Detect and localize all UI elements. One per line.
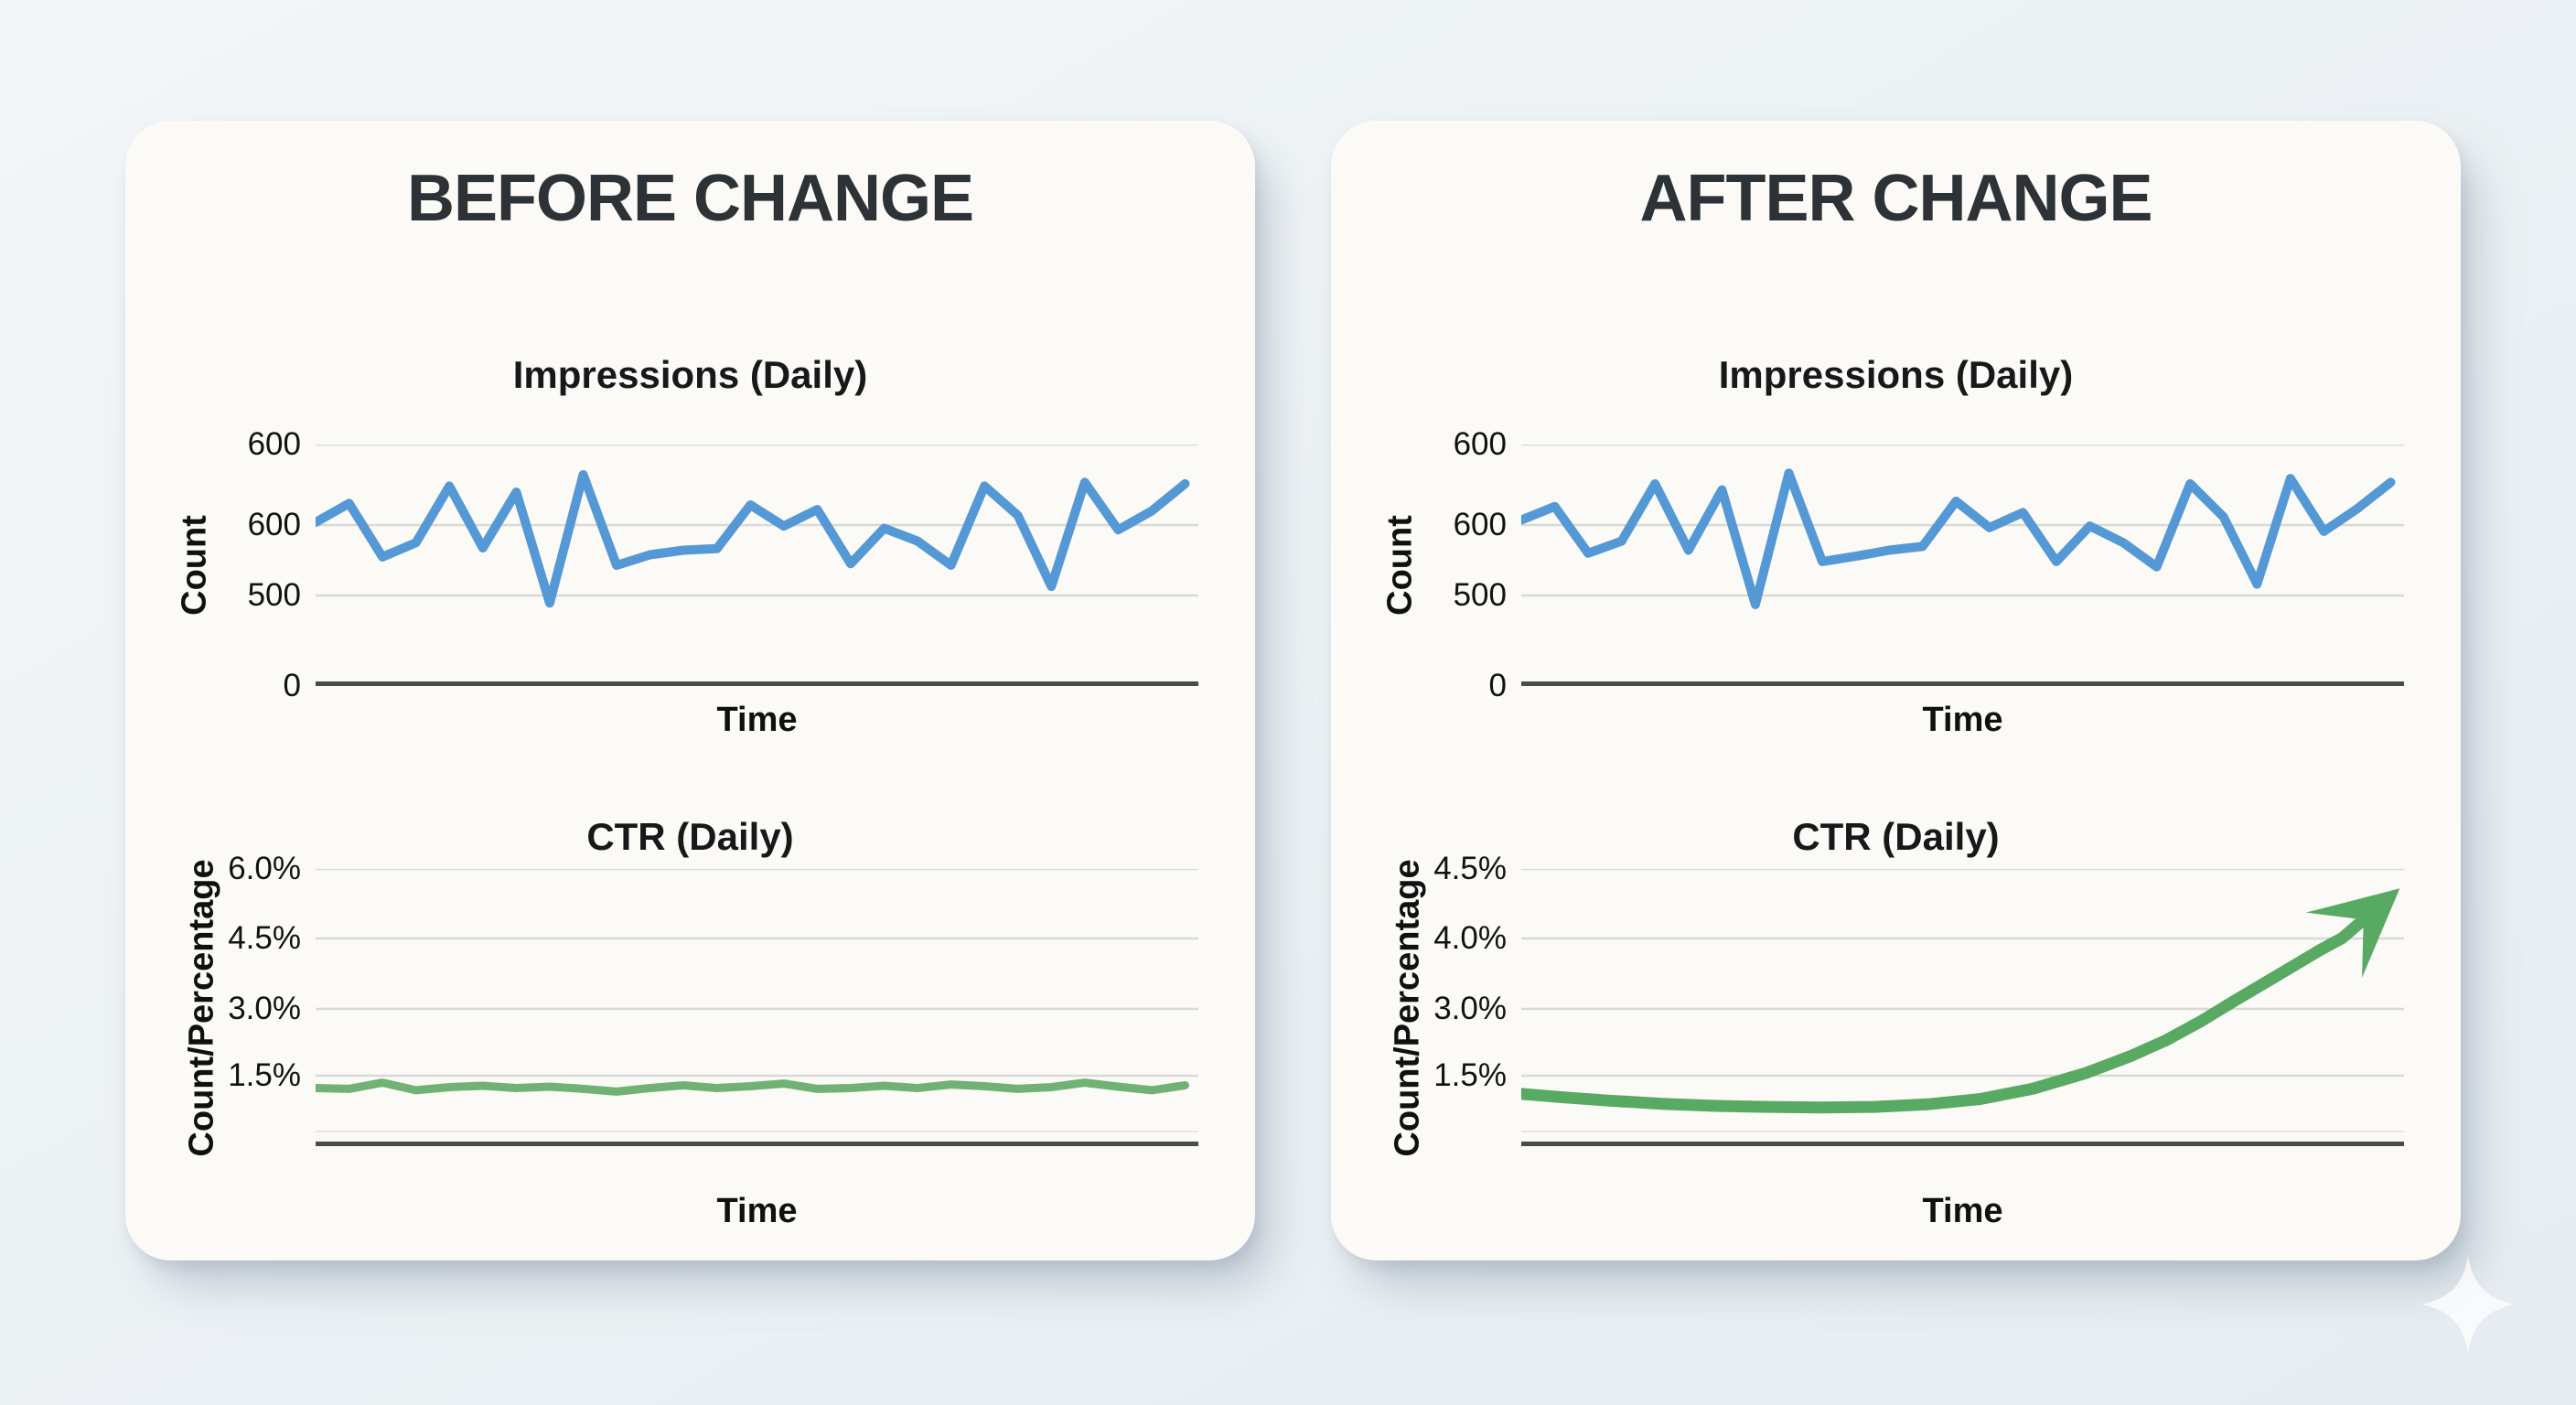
panel-after: AFTER CHANGE Impressions (Daily) Count 6… <box>1331 121 2461 1260</box>
impressions-line-plot <box>1521 445 2404 686</box>
y-tick-label: 1.5% <box>1433 1057 1507 1093</box>
y-tick-label: 3.0% <box>228 991 301 1026</box>
y-tick-label: 3.0% <box>1433 991 1507 1026</box>
y-tick-label: 1.5% <box>228 1057 301 1093</box>
before-impressions-chart: Impressions (Daily) Count 600 600 500 0 … <box>125 121 1255 1260</box>
ctr-growth-arrow-plot <box>1521 869 2404 1146</box>
ctr-line-plot <box>316 869 1198 1146</box>
y-tick-label: 4.0% <box>1433 920 1507 956</box>
sparkle-icon <box>2422 1256 2514 1353</box>
chart-title: CTR (Daily) <box>1792 815 2000 858</box>
panel-title: AFTER CHANGE <box>1639 162 2153 235</box>
y-tick-label: 4.5% <box>228 920 301 956</box>
x-axis-title: Time <box>716 1192 798 1230</box>
x-axis-title: Time <box>1922 1192 2003 1230</box>
y-tick-label: 600 <box>247 507 301 542</box>
chart-title: CTR (Daily) <box>586 815 794 858</box>
chart-title: Impressions (Daily) <box>1718 353 2074 396</box>
y-tick-label: 500 <box>1453 577 1507 613</box>
y-tick-label: 600 <box>1453 507 1507 542</box>
x-axis-title: Time <box>716 701 798 739</box>
y-tick-label: 0 <box>283 668 301 703</box>
impressions-line-plot <box>316 445 1198 686</box>
after-ctr-chart: CTR (Daily) Count/Percentage 4.5% 4.0% 3… <box>1331 121 2461 1260</box>
y-tick-label: 6.0% <box>228 851 301 886</box>
y-tick-label: 600 <box>1453 426 1507 462</box>
y-tick-label: 600 <box>247 426 301 462</box>
after-impressions-chart: Impressions (Daily) Count 600 600 500 0 … <box>1331 121 2461 1260</box>
y-tick-label: 500 <box>247 577 301 613</box>
x-axis-title: Time <box>1922 701 2003 739</box>
y-tick-label: 0 <box>1488 668 1507 703</box>
panel-title: BEFORE CHANGE <box>406 162 974 235</box>
chart-title: Impressions (Daily) <box>512 353 868 396</box>
before-ctr-chart: CTR (Daily) Count/Percentage 6.0% 4.5% 3… <box>125 121 1255 1260</box>
y-tick-label: 4.5% <box>1433 851 1507 886</box>
panel-before: BEFORE CHANGE Impressions (Daily) Count … <box>125 121 1255 1260</box>
